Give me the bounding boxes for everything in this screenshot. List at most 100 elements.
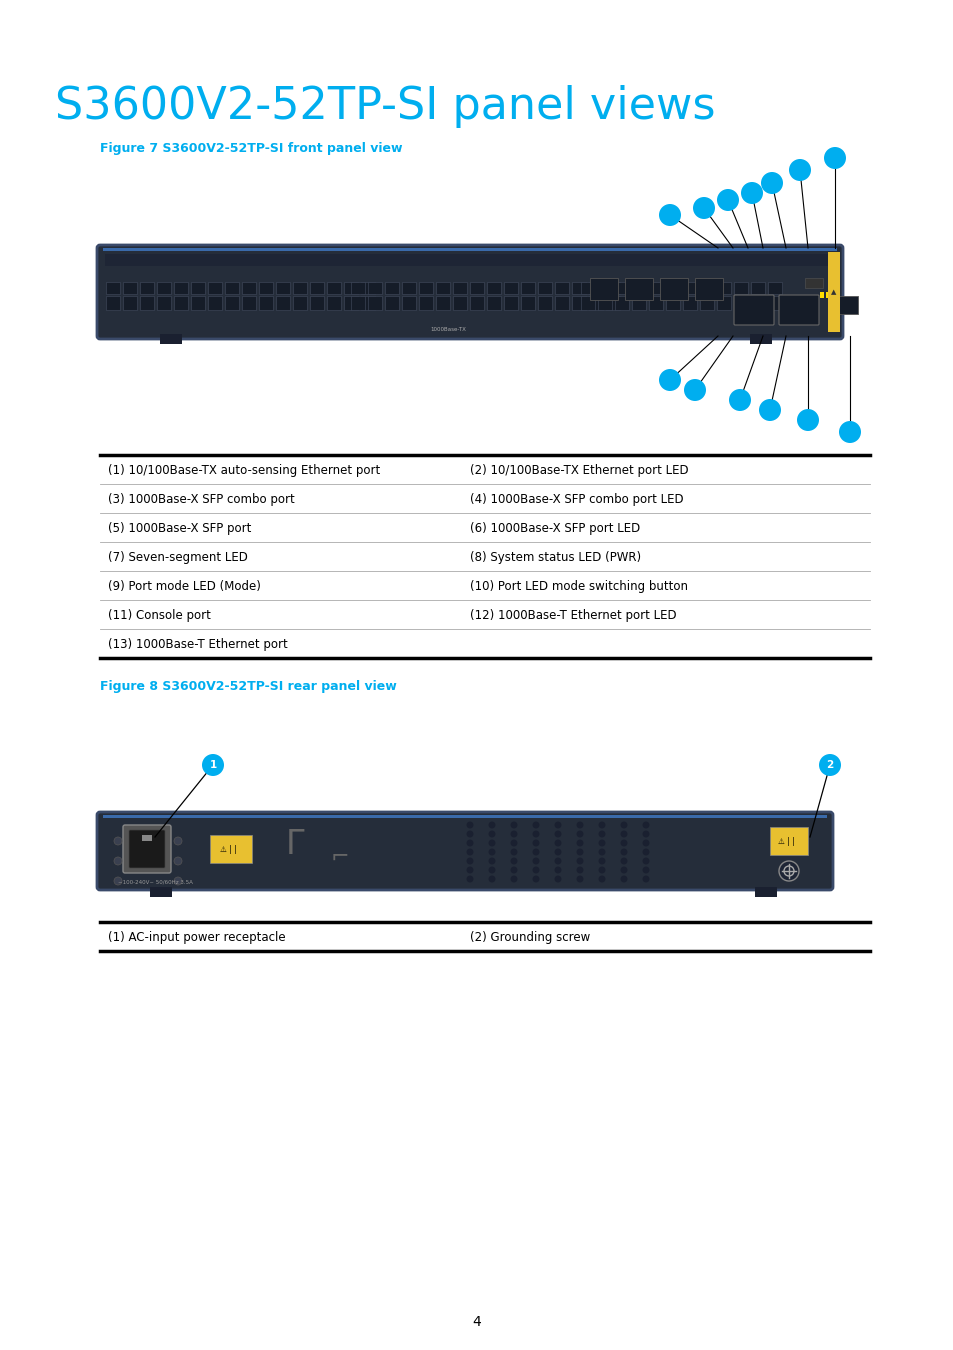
Text: (12) 1000Base-T Ethernet port LED: (12) 1000Base-T Ethernet port LED xyxy=(470,609,676,622)
Text: Γ: Γ xyxy=(286,829,304,861)
Circle shape xyxy=(598,876,605,883)
Bar xyxy=(385,296,398,310)
Circle shape xyxy=(619,867,627,873)
Bar xyxy=(767,296,781,310)
Bar xyxy=(767,282,781,294)
Text: Figure 7 S3600V2-52TP-SI front panel view: Figure 7 S3600V2-52TP-SI front panel vie… xyxy=(100,142,402,155)
Bar xyxy=(258,282,273,294)
Bar xyxy=(665,282,679,294)
Circle shape xyxy=(510,830,517,837)
Circle shape xyxy=(113,878,122,886)
Bar xyxy=(733,282,747,294)
Circle shape xyxy=(641,822,649,829)
Bar xyxy=(351,282,365,294)
Bar xyxy=(106,296,120,310)
Bar xyxy=(157,296,171,310)
Bar xyxy=(436,296,450,310)
Bar xyxy=(453,282,467,294)
Bar xyxy=(749,333,771,344)
Circle shape xyxy=(598,830,605,837)
Bar xyxy=(665,296,679,310)
Circle shape xyxy=(641,830,649,837)
Circle shape xyxy=(576,876,583,883)
Bar xyxy=(754,887,776,896)
Circle shape xyxy=(641,857,649,864)
Circle shape xyxy=(641,840,649,846)
Circle shape xyxy=(554,876,561,883)
Circle shape xyxy=(202,755,224,776)
Circle shape xyxy=(641,876,649,883)
Bar xyxy=(555,296,568,310)
Bar xyxy=(436,282,450,294)
Bar xyxy=(210,836,252,863)
Bar xyxy=(829,296,857,315)
Bar xyxy=(293,282,307,294)
Circle shape xyxy=(466,857,473,864)
Bar xyxy=(351,296,365,310)
Circle shape xyxy=(532,867,539,873)
Circle shape xyxy=(779,861,799,882)
Bar xyxy=(310,296,324,310)
Circle shape xyxy=(173,857,182,865)
Text: (7) Seven-segment LED: (7) Seven-segment LED xyxy=(108,551,248,564)
Circle shape xyxy=(576,830,583,837)
Bar xyxy=(160,333,182,344)
Bar xyxy=(293,296,307,310)
Circle shape xyxy=(759,400,781,421)
Bar xyxy=(360,282,375,294)
Bar xyxy=(827,252,840,332)
Circle shape xyxy=(554,867,561,873)
Circle shape xyxy=(659,369,680,391)
Bar xyxy=(360,296,375,310)
Bar xyxy=(537,296,552,310)
Text: S3600V2-52TP-SI panel views: S3600V2-52TP-SI panel views xyxy=(55,85,715,128)
Bar xyxy=(615,282,628,294)
Text: (13) 1000Base-T Ethernet port: (13) 1000Base-T Ethernet port xyxy=(108,639,288,651)
Bar xyxy=(173,296,188,310)
FancyBboxPatch shape xyxy=(779,296,818,325)
Bar xyxy=(123,282,137,294)
Circle shape xyxy=(619,822,627,829)
Text: 1000Base-TX: 1000Base-TX xyxy=(430,327,465,332)
Text: (4) 1000Base-X SFP combo port LED: (4) 1000Base-X SFP combo port LED xyxy=(470,493,683,506)
Circle shape xyxy=(488,840,495,846)
Circle shape xyxy=(641,867,649,873)
Bar xyxy=(140,282,153,294)
Circle shape xyxy=(466,867,473,873)
Bar xyxy=(275,282,290,294)
Bar xyxy=(486,282,500,294)
Circle shape xyxy=(554,857,561,864)
Circle shape xyxy=(554,840,561,846)
Text: (10) Port LED mode switching button: (10) Port LED mode switching button xyxy=(470,580,687,593)
Bar xyxy=(157,282,171,294)
Bar xyxy=(470,296,483,310)
Circle shape xyxy=(576,840,583,846)
Circle shape xyxy=(598,849,605,856)
Bar xyxy=(700,282,713,294)
Text: 1: 1 xyxy=(209,760,216,770)
Bar xyxy=(717,282,730,294)
Circle shape xyxy=(796,409,818,431)
Circle shape xyxy=(510,876,517,883)
Text: ▲: ▲ xyxy=(830,289,836,296)
Bar xyxy=(624,278,652,300)
Circle shape xyxy=(788,159,810,181)
Bar xyxy=(682,296,697,310)
Circle shape xyxy=(619,830,627,837)
Bar xyxy=(831,292,835,298)
Text: (5) 1000Base-X SFP port: (5) 1000Base-X SFP port xyxy=(108,522,251,535)
Bar xyxy=(242,282,255,294)
Bar xyxy=(344,282,357,294)
Circle shape xyxy=(173,837,182,845)
Circle shape xyxy=(466,840,473,846)
Bar xyxy=(820,292,823,298)
Bar xyxy=(385,282,398,294)
Bar xyxy=(659,278,687,300)
Bar xyxy=(700,296,713,310)
Bar xyxy=(106,282,120,294)
Circle shape xyxy=(619,857,627,864)
Bar xyxy=(580,296,595,310)
Circle shape xyxy=(510,822,517,829)
Bar xyxy=(208,282,222,294)
Bar xyxy=(631,282,645,294)
